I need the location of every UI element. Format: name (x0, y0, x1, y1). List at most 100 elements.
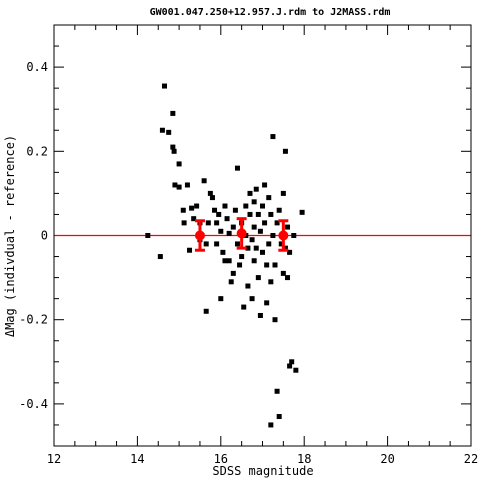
data-point (287, 363, 293, 369)
data-point (241, 304, 247, 310)
data-point (172, 182, 178, 188)
x-tick-label: 14 (130, 452, 144, 466)
data-point (270, 233, 276, 238)
data-point (276, 207, 282, 213)
x-tick-label: 18 (297, 452, 311, 466)
data-point (170, 110, 176, 116)
x-tick-label: 20 (380, 452, 394, 466)
y-tick-label: -0.2 (19, 313, 48, 327)
data-point (203, 308, 209, 314)
data-point (239, 254, 245, 260)
data-point (230, 224, 236, 230)
data-point (274, 388, 280, 394)
data-point (203, 241, 209, 247)
data-point (268, 279, 274, 285)
data-point (282, 245, 288, 251)
y-axis-label: ΔMag (indivdual - reference) (3, 135, 17, 337)
data-point (255, 211, 261, 217)
data-point (266, 241, 272, 247)
data-point (166, 129, 172, 135)
data-point (270, 134, 276, 140)
data-point (209, 195, 215, 201)
data-point (187, 247, 193, 253)
chart-title: GW001.047.250+12.957.J.rdm to J2MASS.rdm (150, 7, 391, 18)
x-tick-label: 22 (464, 452, 478, 466)
data-point (207, 190, 213, 196)
data-point (237, 262, 243, 268)
x-tick-label: 12 (47, 452, 61, 466)
data-point (245, 283, 251, 289)
data-point (249, 296, 255, 302)
data-point (232, 207, 238, 213)
data-point (247, 190, 253, 196)
binned-marker (236, 228, 247, 239)
data-point (216, 211, 222, 217)
data-point (249, 237, 255, 243)
data-point (243, 203, 249, 209)
data-point (245, 245, 251, 251)
x-tick-label: 16 (214, 452, 228, 466)
x-axis-label: SDSS magnitude (212, 464, 313, 478)
y-tick-label: 0.4 (26, 60, 48, 74)
data-point (180, 207, 186, 213)
data-point (255, 275, 261, 281)
plot-frame (53, 24, 472, 447)
axis-ticks: 12 14 16 18 20 22 -0.4 -0.2 0 0.2 0.4 (19, 24, 478, 466)
data-point (266, 195, 272, 201)
data-point (228, 279, 234, 285)
data-point (299, 209, 305, 215)
data-point (272, 262, 278, 268)
data-point (285, 275, 291, 281)
data-point (170, 144, 176, 150)
data-point (184, 182, 190, 188)
data-point (282, 148, 288, 154)
data-point (260, 249, 265, 255)
data-point (247, 211, 253, 217)
data-point (218, 296, 224, 302)
data-point (262, 220, 268, 226)
data-point (191, 216, 197, 222)
data-point (194, 203, 200, 209)
data-point (162, 83, 168, 89)
data-point (234, 241, 240, 247)
binned-point (236, 217, 247, 250)
data-point (289, 359, 295, 365)
data-point (159, 127, 165, 133)
data-point (226, 230, 232, 236)
data-point (201, 178, 207, 184)
data-point (276, 414, 282, 420)
binned-point (194, 219, 205, 252)
data-point (264, 262, 270, 268)
data-point (285, 224, 291, 230)
data-point (262, 182, 268, 188)
data-point (264, 300, 270, 306)
data-point (176, 184, 182, 190)
data-point (268, 422, 274, 428)
data-point (274, 220, 280, 226)
y-tick-label: 0.2 (26, 144, 48, 158)
binned-errorbar-points (194, 217, 289, 252)
data-point (287, 249, 293, 255)
binned-marker (194, 230, 205, 241)
data-point (251, 258, 257, 264)
y-tick-label: -0.4 (19, 397, 48, 411)
data-point (251, 224, 257, 230)
data-point (230, 270, 236, 276)
data-point (293, 367, 299, 373)
data-point (214, 220, 220, 226)
binned-point (278, 219, 289, 252)
binned-marker (278, 230, 289, 241)
data-point (253, 245, 259, 251)
data-point (222, 203, 228, 209)
data-point (218, 228, 224, 234)
data-point (189, 205, 195, 211)
data-point (222, 258, 228, 264)
y-tick-label: 0 (41, 229, 48, 243)
data-point (272, 317, 278, 323)
data-point (253, 186, 259, 192)
data-point (224, 216, 230, 222)
data-point (226, 258, 232, 264)
data-point (257, 312, 263, 318)
data-point (251, 199, 257, 205)
